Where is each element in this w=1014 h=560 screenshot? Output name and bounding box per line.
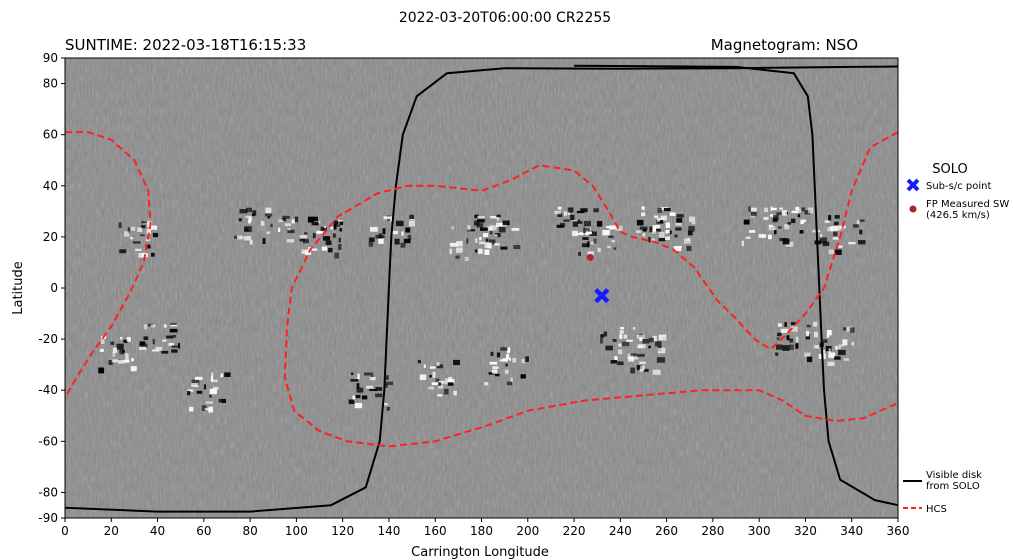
- y-tick-label: 20: [43, 230, 58, 244]
- x-tick-label: 80: [242, 524, 257, 538]
- dot-marker-icon: [909, 205, 917, 213]
- x-tick-label: 300: [748, 524, 771, 538]
- legend-item-sub-sc: Sub-s/c point: [906, 178, 991, 192]
- x-tick-label: 320: [794, 524, 817, 538]
- x-tick-label: 160: [424, 524, 447, 538]
- x-tick-label: 360: [887, 524, 910, 538]
- legend-label-from-solo: from SOLO: [926, 481, 980, 492]
- x-tick-label: 240: [609, 524, 632, 538]
- legend-label-sub-sc: Sub-s/c point: [926, 181, 991, 192]
- x-tick-label: 100: [285, 524, 308, 538]
- x-tick-label: 200: [516, 524, 539, 538]
- fp-measured-point: [586, 253, 594, 261]
- legend-title: SOLO: [932, 162, 968, 177]
- x-tick-label: 180: [470, 524, 493, 538]
- visible-disk-line: [574, 64, 898, 507]
- legend-item-fp: FP Measured SW (426.5 km/s): [909, 199, 1009, 221]
- y-tick-label: 40: [43, 179, 58, 193]
- x-tick-label: 220: [563, 524, 586, 538]
- legend-solo: SOLO Sub-s/c point FP Measured SW (426.5…: [906, 162, 1009, 221]
- legend-label-hcs: HCS: [926, 504, 947, 515]
- x-marker-icon: [906, 178, 920, 192]
- x-axis: 0 20 40 60 80 100 120 140 160 180 200 220 240 260 280 3…: [61, 518, 909, 538]
- y-tick-label: 80: [43, 77, 58, 91]
- y-tick-label: 60: [43, 128, 58, 142]
- y-tick-label: 0: [50, 281, 58, 295]
- x-tick-label: 260: [655, 524, 678, 538]
- plot-area: [64, 57, 899, 519]
- y-tick-label: -60: [38, 434, 58, 448]
- legend-label-fp-speed: (426.5 km/s): [926, 210, 990, 221]
- y-tick-label: -40: [38, 383, 58, 397]
- x-tick-label: 120: [331, 524, 354, 538]
- suntime-label: SUNTIME: 2022-03-18T16:15:33: [65, 36, 306, 54]
- y-tick-label: -80: [38, 485, 58, 499]
- chart-title: 2022-03-20T06:00:00 CR2255: [399, 10, 611, 26]
- y-axis-label: Latitude: [11, 261, 26, 315]
- x-tick-label: 280: [701, 524, 724, 538]
- x-tick-label: 140: [377, 524, 400, 538]
- y-tick-label: 90: [43, 51, 58, 65]
- hcs-line: [65, 131, 152, 399]
- y-axis: -90 -80 -60 -40 -20 0 20 40 60 80 90: [38, 51, 65, 525]
- visible-disk-line: [65, 65, 898, 513]
- y-tick-label: -90: [38, 511, 58, 525]
- x-tick-label: 0: [61, 524, 69, 538]
- magnetogram-label: Magnetogram: NSO: [711, 36, 858, 54]
- x-tick-label: 40: [150, 524, 165, 538]
- x-tick-label: 340: [840, 524, 863, 538]
- legend-label-fp: FP Measured SW: [926, 199, 1009, 210]
- legend-lines: Visible disk from SOLO HCS: [903, 470, 982, 515]
- x-tick-label: 60: [196, 524, 211, 538]
- magnetogram-texture: [65, 58, 898, 518]
- legend-label-visible-disk: Visible disk: [926, 470, 982, 481]
- x-axis-label: Carrington Longitude: [411, 545, 549, 560]
- hcs-line: [283, 131, 898, 448]
- sub-sc-point: [594, 288, 610, 304]
- y-tick-label: -20: [38, 332, 58, 346]
- x-tick-label: 20: [104, 524, 119, 538]
